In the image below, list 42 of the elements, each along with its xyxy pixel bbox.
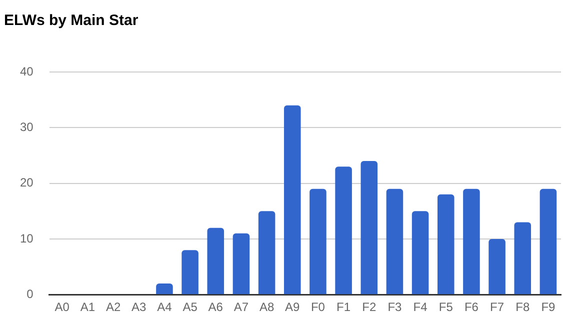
x-tick-label: A5 [182,300,198,314]
bar [284,105,301,294]
bar [463,188,480,294]
x-tick-label: F9 [541,300,556,314]
chart-title: ELWs by Main Star [4,12,138,30]
x-tick-label: F2 [362,300,376,314]
bar [514,222,532,294]
x-tick-label: F8 [516,300,530,314]
x-tick-label: F4 [413,300,428,314]
x-tick-label: A0 [54,300,70,314]
x-tick-label: A7 [234,300,249,314]
y-tick-label: 20 [20,176,34,190]
bar [412,211,429,294]
bar [310,188,326,294]
y-tick-label: 0 [26,286,34,301]
x-tick-label: A8 [259,300,274,314]
bar [258,211,276,294]
y-tick-label: 30 [20,120,34,134]
y-tick-label: 10 [20,231,34,246]
x-tick-label: A6 [208,300,224,314]
bar [232,233,250,294]
x-tick-label: F1 [336,300,351,314]
x-tick-label: F6 [464,300,479,314]
bar [207,228,224,294]
x-tick-label: A3 [132,300,147,314]
bar [488,238,506,294]
x-tick-label: F0 [310,300,326,314]
y-tick-label: 40 [20,64,34,78]
x-tick-label: A1 [80,300,96,314]
x-tick-label: F7 [490,300,504,314]
x-tick-label: F5 [438,300,454,314]
bar [386,188,404,294]
bar [156,283,173,294]
bar [360,161,378,294]
bar [540,188,557,294]
bar [437,194,454,294]
bar [335,166,352,294]
bar [182,250,198,294]
x-tick-label: A9 [285,300,300,314]
x-tick-label: F3 [388,300,402,314]
x-tick-label: A2 [106,300,121,314]
x-tick-label: A4 [157,300,172,314]
